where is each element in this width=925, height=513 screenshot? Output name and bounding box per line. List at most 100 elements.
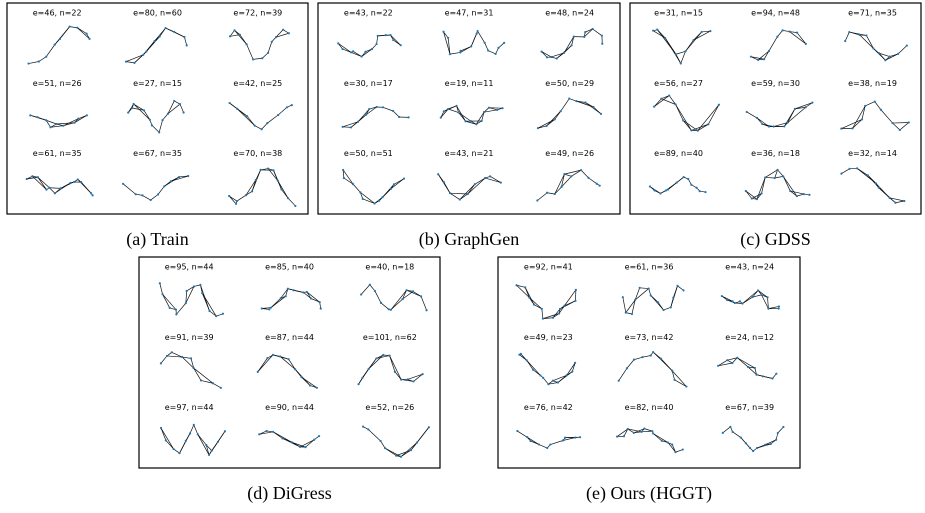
- graph-edge: [152, 125, 159, 132]
- graph-edge: [344, 178, 353, 184]
- graph-edge: [845, 32, 849, 41]
- graph-drawing: [125, 27, 188, 64]
- graph-node: [750, 56, 752, 58]
- graph-label: e=36, n=18: [751, 149, 800, 158]
- graph-edge: [49, 188, 60, 189]
- graph-node: [687, 178, 689, 180]
- graph-node: [575, 289, 577, 291]
- graph-node: [488, 107, 490, 109]
- graph-node: [538, 443, 540, 445]
- graph-edge: [640, 288, 649, 289]
- graph-node: [515, 284, 517, 286]
- graph-node: [528, 296, 530, 298]
- graph-label: e=85, n=40: [265, 263, 314, 272]
- graph-node: [368, 108, 370, 110]
- graph-node: [193, 424, 195, 426]
- graph-label: e=59, n=30: [751, 79, 800, 88]
- graph-node: [287, 197, 289, 199]
- graph-node: [88, 38, 90, 40]
- graph-node: [69, 26, 71, 28]
- graph-node: [547, 383, 549, 385]
- graph-drawing: [518, 353, 576, 386]
- graph-node: [77, 118, 79, 120]
- graph-edge: [338, 43, 351, 52]
- graph-node: [437, 173, 439, 175]
- graph-edge: [161, 356, 167, 363]
- graph-node: [150, 199, 152, 201]
- graph-edge: [255, 126, 262, 130]
- graph-edge: [161, 428, 174, 449]
- graph-node: [701, 31, 703, 33]
- graph-node: [552, 380, 554, 382]
- graph-edge: [361, 285, 370, 295]
- graph-label: e=19, n=11: [445, 79, 494, 88]
- graph-node: [489, 175, 491, 177]
- graph-label: e=73, n=42: [625, 333, 674, 342]
- graph-node: [587, 177, 589, 179]
- graph-node: [739, 300, 741, 302]
- graph-node: [783, 125, 785, 127]
- graph-node: [36, 116, 38, 118]
- graph-node: [574, 436, 576, 438]
- graph-edge: [202, 293, 216, 316]
- graph-node: [626, 367, 628, 369]
- graph-node: [671, 443, 673, 445]
- graph-drawing: [844, 31, 908, 61]
- graph-node: [282, 29, 284, 31]
- graph-node: [186, 44, 188, 46]
- graph-node: [255, 179, 257, 181]
- panel-caption: (e) Ours (HGGT): [586, 483, 712, 504]
- graph-edge: [444, 182, 450, 193]
- graph-node: [384, 447, 386, 449]
- graph-node: [374, 290, 376, 292]
- graph-edge: [49, 188, 54, 193]
- graph-edge: [448, 106, 456, 109]
- graph-edge: [218, 431, 225, 442]
- graph-node: [280, 188, 282, 190]
- graph-node: [352, 50, 354, 52]
- graph-edge: [764, 51, 769, 59]
- graph-node: [197, 433, 199, 435]
- graph-node: [884, 59, 886, 61]
- graph-node: [239, 34, 241, 36]
- graph-node: [789, 190, 791, 192]
- graph-node: [217, 441, 219, 443]
- graph-node: [252, 58, 254, 60]
- graph-node: [781, 29, 783, 31]
- graph-edge: [542, 309, 543, 319]
- graph-node: [718, 104, 720, 106]
- graph-node: [741, 302, 743, 304]
- graph-edge: [302, 377, 317, 388]
- graph-label: e=67, n=35: [133, 149, 182, 158]
- graph-node: [634, 299, 636, 301]
- graph-node: [447, 108, 449, 110]
- graph-node: [650, 354, 652, 356]
- graph-node: [300, 376, 302, 378]
- graph-node: [190, 357, 192, 359]
- graph-edge: [421, 296, 426, 310]
- graph-drawing: [229, 29, 290, 61]
- graph-node: [85, 33, 87, 35]
- graph-node: [717, 365, 719, 367]
- graph-edge: [237, 195, 246, 201]
- graph-edge: [644, 429, 652, 431]
- graph-node: [558, 312, 560, 314]
- graph-node: [533, 304, 535, 306]
- graph-edge: [247, 116, 255, 125]
- graph-drawing: [516, 430, 581, 449]
- graph-node: [236, 200, 238, 202]
- graph-label: e=49, n=23: [524, 333, 573, 342]
- graph-edge: [281, 189, 288, 198]
- graph-node: [141, 194, 143, 196]
- graph-node: [160, 362, 162, 364]
- graph-edge: [460, 184, 475, 199]
- graph-edge: [450, 193, 460, 199]
- graph-node: [661, 440, 663, 442]
- graph-node: [563, 52, 565, 54]
- graph-node: [189, 432, 191, 434]
- panel-frame: [630, 3, 921, 214]
- graph-node: [164, 27, 166, 29]
- graph-node: [131, 107, 133, 109]
- graph-node: [398, 116, 400, 118]
- graph-node: [566, 374, 568, 376]
